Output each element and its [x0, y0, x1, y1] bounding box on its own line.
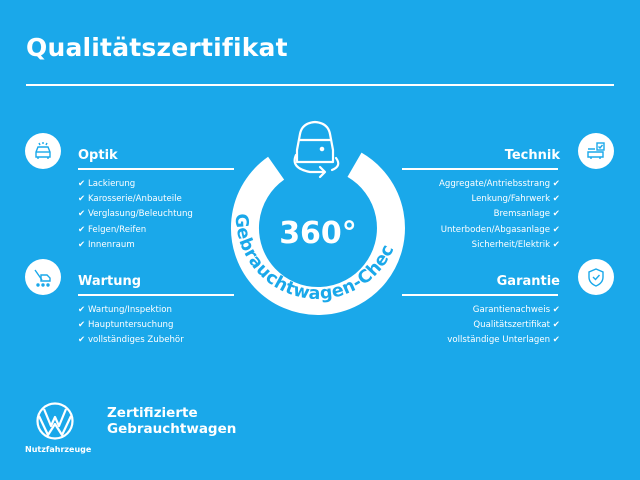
item-label: Wartung/Inspektion: [87, 305, 172, 315]
item-label: Sicherheit/Elektrik: [471, 239, 551, 250]
page-title: Qualitätszertifikat: [26, 33, 288, 62]
wartung-list: ✔ Wartung/Inspektion ✔ Hauptuntersuchung…: [78, 303, 184, 349]
wartung-divider: [78, 294, 234, 296]
check-icon: ✔: [78, 305, 86, 315]
list-item: Unterboden/Abgasanlage ✔: [439, 223, 560, 238]
list-item: ✔ Verglasung/Beleuchtung: [78, 207, 193, 222]
item-label: Karosserie/Anbauteile: [87, 194, 182, 205]
list-item: ✔ Wartung/Inspektion: [78, 303, 184, 318]
list-item: ✔ Innenraum: [78, 238, 193, 253]
item-label: Lackierung: [87, 179, 136, 189]
item-label: vollständiges Zubehör: [87, 335, 184, 346]
item-label: Bremsanlage: [493, 209, 551, 220]
item-label: Aggregate/Antriebsstrang: [438, 179, 551, 189]
title-divider: [26, 84, 614, 86]
item-label: Unterboden/Abgasanlage: [440, 224, 551, 235]
list-item: ✔ vollständiges Zubehör: [78, 333, 184, 348]
car-rotate-icon: [293, 120, 340, 179]
vw-logo: [36, 402, 74, 440]
item-label: Felgen/Reifen: [87, 224, 147, 235]
check-icon: ✔: [78, 194, 86, 205]
list-item: Sicherheit/Elektrik ✔: [439, 238, 560, 253]
car-lights-icon: [25, 133, 61, 169]
garantie-divider: [402, 294, 558, 296]
list-item: vollständige Unterlagen ✔: [447, 333, 560, 348]
technik-title: Technik: [504, 148, 560, 163]
item-label: Lenkung/Fahrwerk: [471, 194, 551, 205]
item-label: Garantienachweis: [472, 305, 551, 315]
brand-line-1: Zertifizierte: [107, 405, 198, 421]
item-label: Hauptuntersuchung: [87, 320, 174, 331]
garantie-list: Garantienachweis ✔ Qualitätszertifikat ✔…: [447, 303, 560, 349]
engine-check-icon: [578, 133, 614, 169]
van-tools-icon: [25, 259, 61, 295]
brand-line-2: Gebrauchtwagen: [107, 421, 237, 437]
list-item: ✔ Karosserie/Anbauteile: [78, 192, 193, 207]
check-icon: ✔: [78, 239, 86, 250]
list-item: ✔ Felgen/Reifen: [78, 223, 193, 238]
optik-divider: [78, 168, 234, 170]
check-icon: ✔: [552, 209, 560, 220]
check-icon: ✔: [78, 335, 86, 346]
list-item: ✔ Lackierung: [78, 177, 193, 192]
logo-caption: Nutzfahrzeuge: [25, 445, 92, 454]
list-item: Aggregate/Antriebsstrang ✔: [439, 177, 560, 192]
check-icon: ✔: [552, 305, 560, 315]
technik-divider: [402, 168, 558, 170]
wartung-title: Wartung: [78, 274, 142, 289]
item-label: Innenraum: [87, 239, 135, 250]
list-item: Qualitätszertifikat ✔: [447, 318, 560, 333]
check-icon: ✔: [552, 224, 560, 235]
item-label: Qualitätszertifikat: [473, 320, 551, 331]
list-item: Garantienachweis ✔: [447, 303, 560, 318]
check-icon: ✔: [552, 239, 560, 250]
brand-text: Zertifizierte Gebrauchtwagen: [107, 405, 236, 437]
shield-check-icon: [578, 259, 614, 295]
badge-number: 360°: [279, 216, 357, 251]
optik-title: Optik: [78, 148, 118, 163]
check-icon: ✔: [552, 320, 560, 331]
list-item: Bremsanlage ✔: [439, 207, 560, 222]
check-icon: ✔: [78, 179, 86, 189]
optik-list: ✔ Lackierung ✔ Karosserie/Anbauteile ✔ V…: [78, 177, 193, 253]
item-label: Verglasung/Beleuchtung: [87, 209, 193, 220]
check-icon: ✔: [78, 224, 86, 235]
badge-ring: [230, 152, 405, 315]
list-item: Lenkung/Fahrwerk ✔: [439, 192, 561, 207]
check-icon: ✔: [552, 179, 560, 189]
check-icon: ✔: [78, 320, 86, 331]
check-icon: ✔: [78, 209, 86, 220]
check-icon: ✔: [552, 335, 560, 346]
check-icon: ✔: [552, 194, 560, 205]
garantie-title: Garantie: [496, 274, 560, 289]
list-item: ✔ Hauptuntersuchung: [78, 318, 184, 333]
technik-list: Aggregate/Antriebsstrang ✔ Lenkung/Fahrw…: [439, 177, 560, 253]
item-label: vollständige Unterlagen: [447, 335, 551, 346]
